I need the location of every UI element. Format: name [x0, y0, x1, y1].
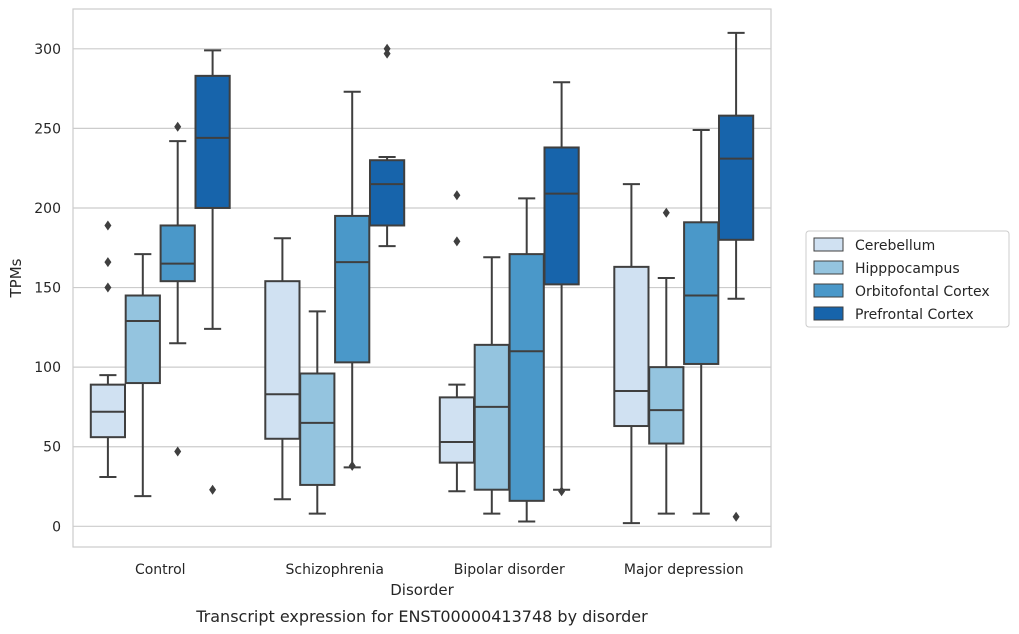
outlier-point [453, 236, 461, 247]
y-tick-label: 150 [34, 281, 61, 297]
chart-caption: Transcript expression for ENST0000041374… [195, 607, 648, 626]
legend-swatch [813, 283, 844, 298]
outlier-point [453, 190, 461, 201]
x-tick-labels: Control Schizophrenia Bipolar disorder Majo… [135, 562, 744, 578]
box-iqr [508, 253, 545, 502]
legend-item: Cerebellum [813, 237, 935, 254]
box-iqr [613, 265, 650, 428]
series-prefrontal-cortex [194, 31, 755, 522]
series-cerebellum [89, 183, 650, 525]
y-gridlines [73, 48, 771, 527]
legend-label: Orbitofontal Cortex [855, 284, 990, 300]
box-iqr [473, 343, 510, 491]
outlier-point [383, 43, 391, 54]
box-iqr [368, 159, 406, 227]
x-axis-label: Disorder [390, 581, 454, 599]
box-iqr [334, 214, 371, 364]
box-series-group [89, 31, 755, 525]
box-iqr [124, 294, 161, 385]
box-iqr [717, 114, 755, 241]
legend-item: Hipppocampus [813, 260, 960, 277]
legend-label: Cerebellum [855, 238, 935, 254]
y-tick-label: 0 [52, 519, 61, 535]
outlier-point [348, 460, 356, 471]
legend-swatch [813, 260, 844, 275]
plot-frame [72, 8, 772, 548]
box-iqr [264, 280, 301, 440]
box-iqr [159, 224, 196, 283]
box-iqr [299, 372, 336, 486]
x-tick-label: Control [135, 562, 186, 578]
x-tick-label: Bipolar disorder [454, 562, 565, 578]
y-tick-label: 100 [34, 360, 61, 376]
outlier-point [558, 486, 566, 497]
outlier-point [732, 511, 740, 522]
outlier-point [662, 207, 670, 218]
box-iqr [683, 221, 720, 365]
box-iqr [194, 74, 231, 209]
outlier-point [174, 446, 182, 457]
y-tick-label: 300 [34, 42, 61, 58]
x-tick-label: Major depression [624, 562, 744, 578]
outlier-point [104, 282, 112, 293]
outlier-point [174, 121, 182, 132]
legend-item: Prefrontal Cortex [813, 306, 974, 323]
box-iqr [648, 366, 685, 445]
legend-swatch [813, 237, 844, 252]
outlier-point [104, 257, 112, 268]
y-tick-label: 200 [34, 201, 61, 217]
legend-item: Orbitofontal Cortex [813, 283, 990, 300]
series-orbitofontal-cortex [159, 90, 720, 523]
legend-swatch [813, 306, 844, 321]
box-iqr [543, 146, 580, 286]
box-iqr [438, 396, 476, 464]
y-axis-label: TPMs [7, 258, 25, 298]
legend-label: Hipppocampus [855, 261, 960, 277]
legend-items: Cerebellum Hipppocampus Orbitofontal Corte… [813, 237, 990, 323]
y-tick-labels: 0 50 100 150 200 250 300 [34, 42, 61, 536]
y-tick-label: 50 [43, 440, 61, 456]
outlier-point [209, 484, 217, 495]
legend-frame [805, 230, 1010, 328]
series-hipppocampus [124, 207, 685, 515]
y-tick-label: 250 [34, 121, 61, 137]
legend: Cerebellum Hipppocampus Orbitofontal Corte… [805, 230, 1010, 328]
outlier-point [104, 220, 112, 231]
x-tick-label: Schizophrenia [286, 562, 384, 578]
legend-label: Prefrontal Cortex [855, 307, 974, 323]
